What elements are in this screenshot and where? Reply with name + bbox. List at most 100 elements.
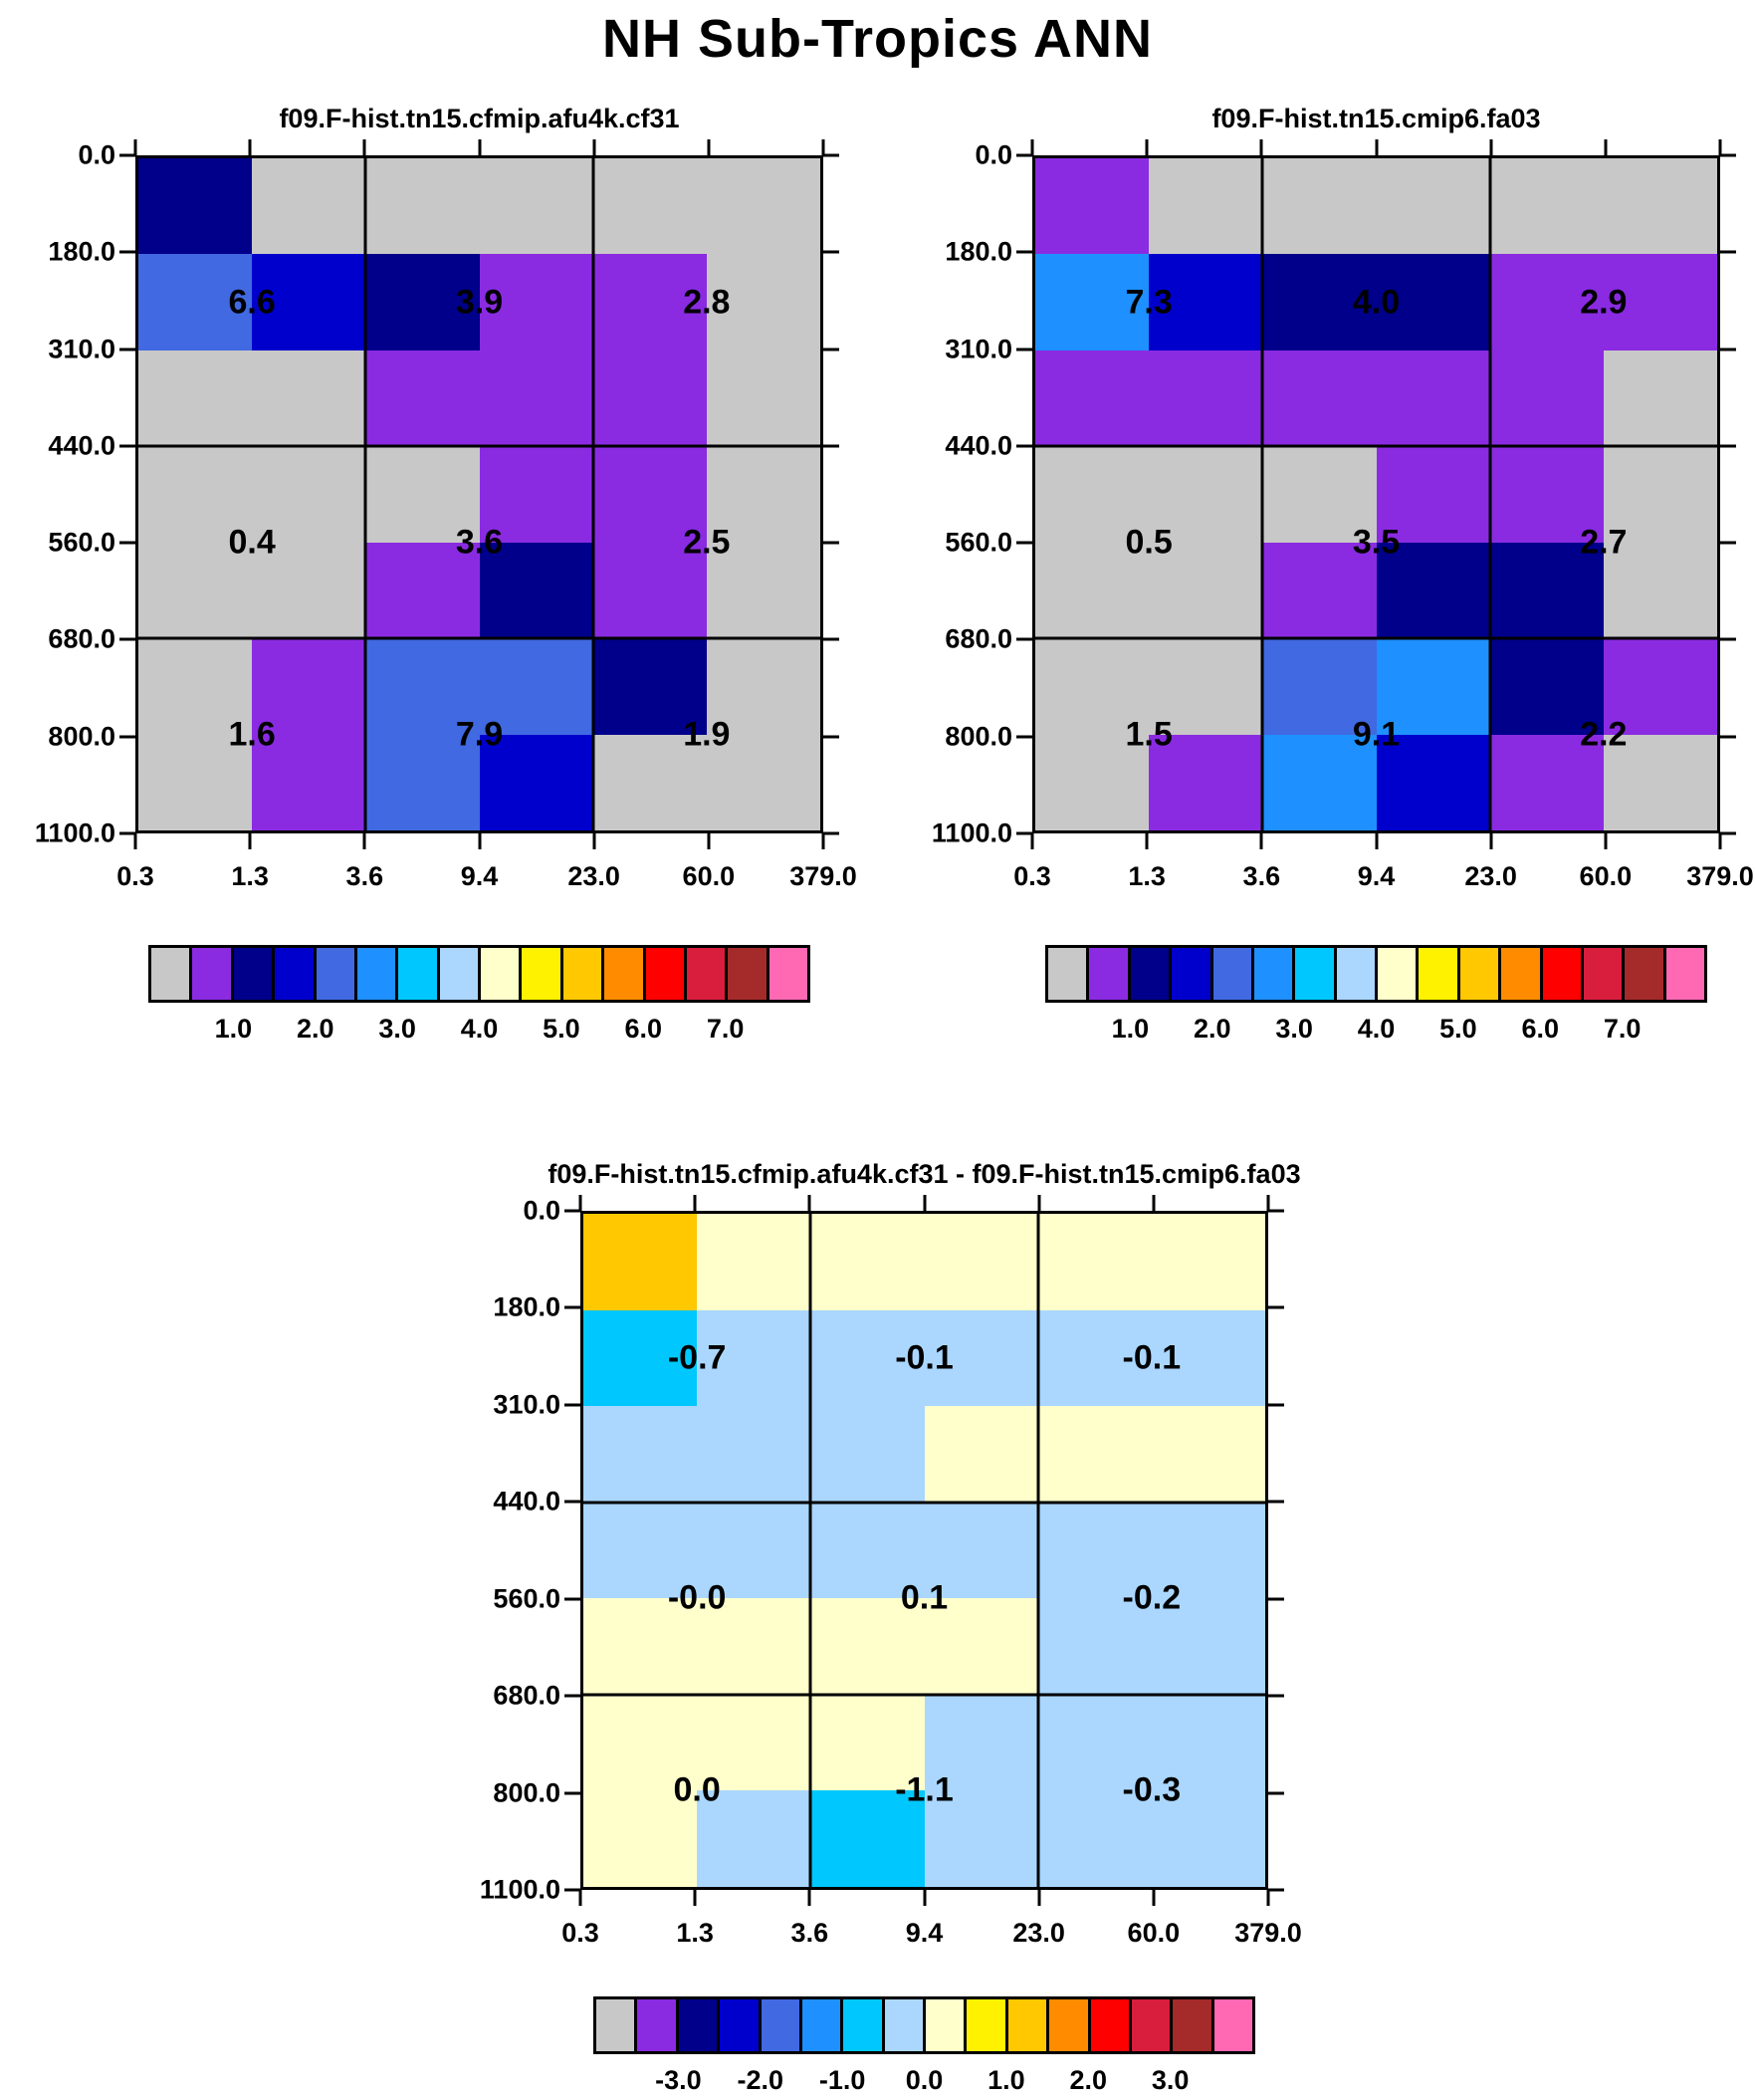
heatmap-cell <box>697 1502 812 1600</box>
colorbar-box <box>1498 948 1540 1000</box>
region-value: -0.1 <box>895 1338 954 1377</box>
heatmap-cell <box>697 1694 812 1792</box>
heatmap-cell <box>479 542 594 640</box>
colorbar-box <box>683 948 726 1000</box>
heatmap-cell <box>1376 446 1491 544</box>
heatmap-cells: -0.7 -0.1 -0.1 -0.0 0.1 -0.2 0.0 -1.1 -0.3 <box>583 1214 1265 1887</box>
heatmap-cell <box>1489 158 1605 256</box>
heatmap-cell <box>1151 1694 1265 1792</box>
axis-tick <box>1030 139 1034 155</box>
heatmap-cell <box>592 350 708 448</box>
axis-tick <box>578 1890 582 1906</box>
heatmap-cell <box>706 734 820 830</box>
heatmap-cell <box>365 158 481 256</box>
colorbar-label: -3.0 <box>655 2065 702 2095</box>
y-tick-label: 1100.0 <box>34 817 115 848</box>
panel-title: f09.F-hist.tn15.cmip6.fa03 <box>1211 104 1541 133</box>
heatmap-cell <box>1151 1406 1265 1504</box>
y-tick-label: 180.0 <box>493 1291 560 1322</box>
colorbar-box <box>881 1999 923 2051</box>
axis-tick <box>1720 637 1736 641</box>
region-value: -0.2 <box>1122 1578 1182 1617</box>
axis-tick <box>707 833 711 849</box>
colorbar-box <box>642 948 684 1000</box>
colorbar-label: 2.0 <box>1069 2065 1108 2095</box>
region-value: 0.1 <box>900 1578 949 1617</box>
colorbar-box <box>766 948 807 1000</box>
y-tick-label: 0.0 <box>975 139 1012 170</box>
axis-tick <box>1375 833 1378 849</box>
heatmap-cell <box>252 542 367 640</box>
heatmap-cell <box>583 1214 699 1311</box>
colorbar-label: 6.0 <box>1521 1014 1560 1044</box>
axis-tick <box>821 833 825 849</box>
axis-tick <box>1259 139 1263 155</box>
heatmap-cell <box>1603 542 1717 640</box>
colorbar-box <box>1292 948 1334 1000</box>
axis-tick <box>823 541 839 545</box>
colorbar-box <box>395 948 437 1000</box>
axis-tick <box>578 1195 582 1211</box>
colorbar-box <box>725 948 767 1000</box>
colorbar-box <box>1622 948 1663 1000</box>
y-tick-label: 800.0 <box>48 721 115 752</box>
region-value: 0.5 <box>1125 523 1173 562</box>
region-value: 7.3 <box>1125 283 1173 322</box>
heatmap-cell <box>479 158 594 256</box>
axis-tick <box>119 348 135 351</box>
heatmap-cell <box>1489 446 1605 544</box>
heatmap-cell <box>1035 542 1151 640</box>
colorbar-box <box>1128 1999 1171 2051</box>
region-value: 4.0 <box>1352 283 1401 322</box>
panel-title: f09.F-hist.tn15.cfmip.afu4k.cf31 <box>279 104 680 133</box>
heatmap-cell <box>1037 1598 1153 1696</box>
heatmap-cell <box>697 1214 812 1311</box>
heatmap-cell <box>138 446 254 544</box>
region-value: 7.9 <box>455 715 504 754</box>
region-gridline <box>591 158 595 830</box>
x-tick-label: 60.0 <box>682 861 736 891</box>
colorbar-label: -2.0 <box>737 2065 784 2095</box>
axis-tick <box>1720 541 1736 545</box>
axis-tick <box>119 637 135 641</box>
region-gridline <box>808 1214 812 1887</box>
heatmap-cell <box>1149 254 1264 351</box>
x-tick-label: 23.0 <box>567 861 620 891</box>
axis-tick <box>1259 833 1263 849</box>
heatmap-cell <box>706 638 820 736</box>
x-tick-label: 0.3 <box>116 861 154 891</box>
region-gridline <box>363 158 367 830</box>
colorbar: 1.0 2.0 3.0 4.0 5.0 6.0 7.0 <box>1045 945 1707 1044</box>
heatmap-plot: 7.3 4.0 2.9 0.5 3.5 2.7 1.5 9.1 2.2 <box>1032 155 1720 833</box>
axis-tick <box>823 831 839 835</box>
colorbar-label: 4.0 <box>460 1014 499 1044</box>
axis-tick <box>564 1597 580 1601</box>
colorbar-box <box>840 1999 882 2051</box>
colorbar-box <box>230 948 273 1000</box>
colorbar-box <box>1169 948 1210 1000</box>
heatmap-cell <box>138 542 254 640</box>
heatmap-cell <box>1035 734 1151 830</box>
region-value: 3.6 <box>455 523 504 562</box>
colorbar-box <box>1209 948 1251 1000</box>
colorbar-label: 6.0 <box>624 1014 663 1044</box>
colorbar-box <box>1086 948 1128 1000</box>
colorbar-label: 2.0 <box>296 1014 334 1044</box>
axis-tick <box>923 1195 926 1211</box>
colorbar-box <box>1580 948 1623 1000</box>
region-value: 2.5 <box>683 523 731 562</box>
heatmap-cell <box>810 1790 926 1887</box>
colorbar-box <box>189 948 231 1000</box>
heatmap-cell <box>706 350 820 448</box>
x-tick-label: 1.3 <box>676 1918 714 1948</box>
colorbar-box <box>559 948 602 1000</box>
x-tick-label: 3.6 <box>1242 861 1281 891</box>
colorbar-box <box>436 948 478 1000</box>
heatmap-cell <box>1489 254 1605 351</box>
y-tick-label: 180.0 <box>48 236 115 267</box>
heatmap-cell <box>1037 1309 1153 1408</box>
colorbar-box <box>313 948 354 1000</box>
colorbar-label: 5.0 <box>543 1014 580 1044</box>
region-value: 2.2 <box>1580 715 1628 754</box>
colorbar-box <box>798 1999 841 2051</box>
